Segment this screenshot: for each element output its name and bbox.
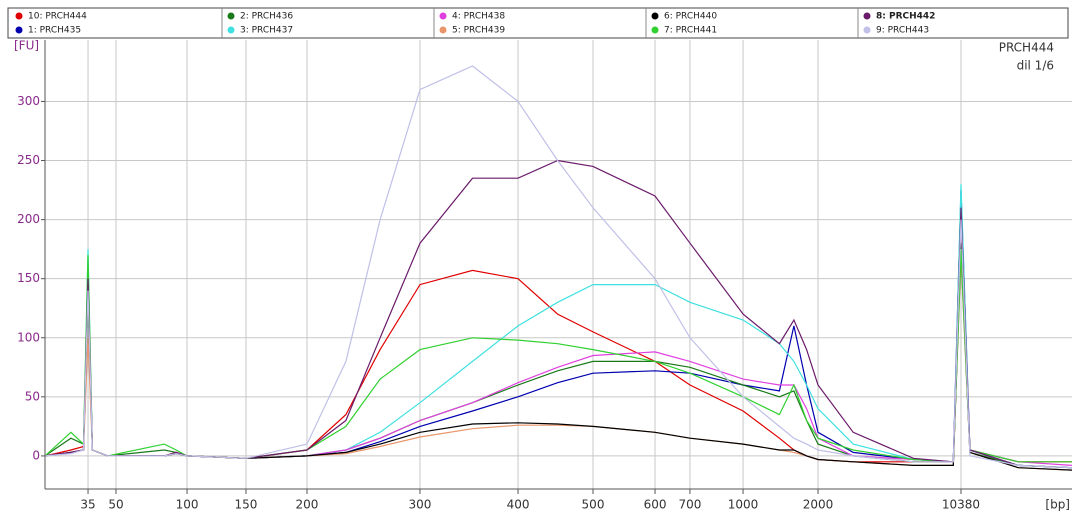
x-tick-label: 1000: [728, 498, 759, 512]
legend-marker: [863, 26, 871, 34]
annotation: dil 1/6: [1017, 59, 1054, 73]
annotation: PRCH444: [999, 41, 1054, 55]
x-tick-label: 35: [80, 498, 95, 512]
lines: [44, 65, 1073, 471]
legend-label: 1: PRCH435: [28, 26, 81, 36]
y-tick-label: 0: [32, 448, 40, 462]
legend-label: 6: PRCH440: [664, 12, 717, 22]
legend-marker: [439, 12, 447, 20]
series-line: [44, 65, 1073, 469]
legend-box: [7, 7, 1069, 39]
legend-label: 3: PRCH437: [240, 26, 293, 36]
legend-marker: [227, 26, 235, 34]
legend-marker: [439, 26, 447, 34]
legend-label: 7: PRCH441: [664, 26, 717, 36]
series-line: [44, 254, 1073, 471]
legend-label: 5: PRCH439: [452, 26, 505, 36]
legend-marker: [15, 12, 23, 20]
y-tick-label: 50: [25, 389, 40, 403]
series-line: [44, 249, 1072, 463]
x-axis-label: [bp]: [1045, 498, 1070, 512]
x-tick-label: 300: [409, 498, 432, 512]
legend-marker: [651, 26, 659, 34]
series-line: [44, 190, 1073, 469]
x-tick-label: 400: [507, 498, 530, 512]
legend-label: 4: PRCH438: [452, 12, 505, 22]
legend-marker: [15, 26, 23, 34]
x-tick-label: 700: [679, 498, 702, 512]
y-axis-label: [FU]: [14, 39, 39, 53]
x-tick-label: 10380: [942, 498, 980, 512]
x-tick-label: 600: [644, 498, 667, 512]
legend-marker: [227, 12, 235, 20]
legend-label: 8: PRCH442: [876, 12, 935, 22]
legend-label: 2: PRCH436: [240, 12, 293, 22]
legend-marker: [651, 12, 659, 20]
x-tick-label: 2000: [803, 498, 834, 512]
y-tick-label: 100: [17, 330, 40, 344]
grid: [45, 40, 1072, 489]
series-line: [44, 243, 1073, 471]
y-tick-label: 200: [17, 212, 40, 226]
legend-label: 10: PRCH444: [28, 12, 87, 22]
series-line: [44, 254, 1073, 469]
y-tick-label: 250: [17, 153, 40, 167]
x-tick-label: 100: [176, 498, 199, 512]
series-line: [44, 219, 1073, 466]
y-tick-label: 300: [17, 94, 40, 108]
series-line: [44, 231, 1072, 463]
legend-label: 9: PRCH443: [876, 26, 929, 36]
legend-marker: [863, 12, 871, 20]
x-tick-label: 150: [235, 498, 258, 512]
x-tick-label: 200: [296, 498, 319, 512]
x-tick-label: 50: [108, 498, 123, 512]
y-tick-label: 150: [17, 271, 40, 285]
x-tick-label: 500: [582, 498, 605, 512]
